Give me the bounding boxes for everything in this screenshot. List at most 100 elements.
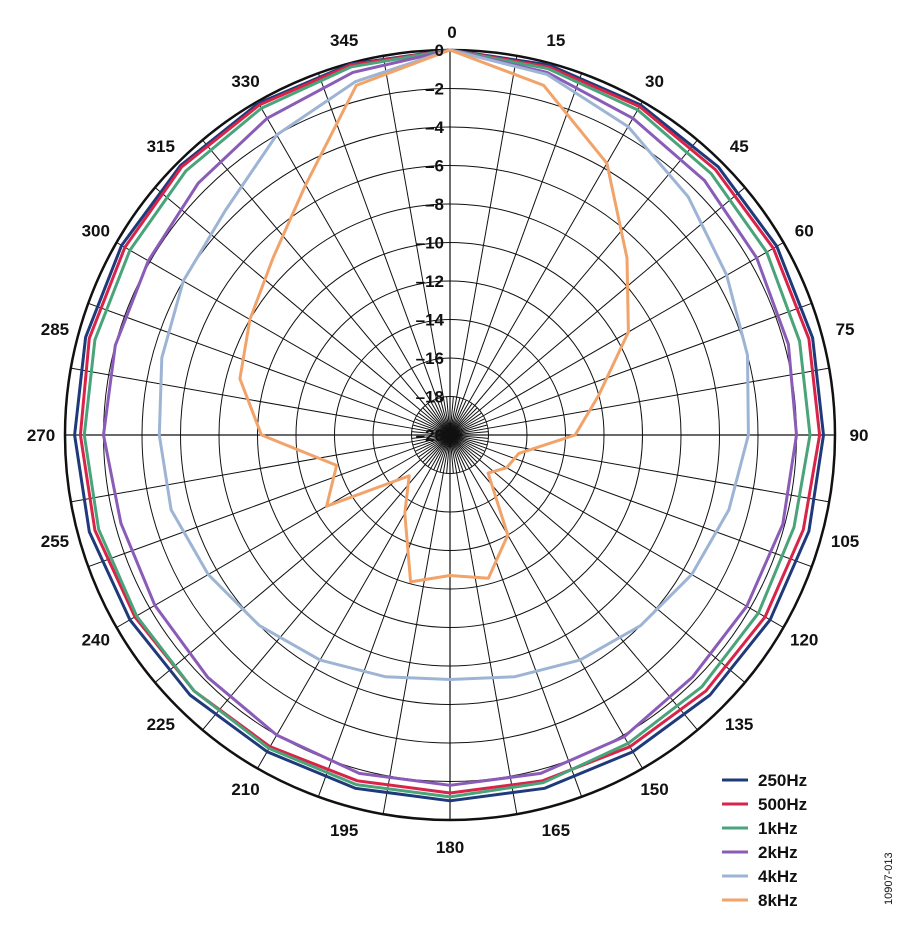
series-line-1khz	[82, 48, 812, 799]
grid-spoke-inner	[416, 415, 451, 436]
grid-spoke-inner	[422, 434, 451, 463]
grid-spoke-inner	[449, 398, 464, 436]
angle-tick-label: 90	[850, 426, 869, 445]
grid-spoke-inner	[430, 434, 451, 469]
angle-tick-label: 270	[27, 426, 55, 445]
grid-spoke-inner	[449, 427, 489, 436]
grid-spoke-inner	[414, 434, 451, 452]
legend: 250Hz 500Hz 1kHz 2kHz 4kHz 8kHz	[722, 771, 807, 910]
legend-entry-label: 4kHz	[758, 867, 798, 886]
angle-tick-label: 315	[147, 137, 175, 156]
angle-tick-label: 165	[542, 821, 570, 840]
series-line-2khz	[102, 48, 798, 787]
grid-spoke-inner	[412, 424, 451, 436]
legend-entry-label: 8kHz	[758, 891, 798, 910]
grid-spoke	[483, 453, 784, 628]
angle-tick-label: 45	[730, 137, 749, 156]
grid-spoke-inner	[449, 405, 476, 436]
angle-tick-label: 225	[147, 715, 175, 734]
angle-tick-label: 210	[231, 780, 259, 799]
grid-spoke-inner	[424, 405, 451, 436]
grid-spoke-inner	[433, 434, 451, 471]
grid-spoke	[462, 471, 583, 797]
angle-tick-label: 255	[41, 532, 69, 551]
radial-labels: 0 –2 –4 –6 –8 –10 –12 –14 –16 –18 –20	[416, 41, 445, 445]
angle-tick-label: 330	[231, 72, 259, 91]
angle-tick-label: 105	[831, 532, 859, 551]
legend-entry-label: 500Hz	[758, 795, 807, 814]
grid-spoke	[382, 472, 444, 815]
legend-entry-label: 250Hz	[758, 771, 807, 790]
series-line-8khz	[238, 48, 630, 584]
grid-spoke	[70, 367, 413, 429]
grid-spoke-inner	[449, 434, 489, 443]
grid-spoke-inner	[420, 409, 451, 436]
grid-spoke-inner	[418, 412, 451, 436]
grid-spoke-inner	[427, 434, 451, 467]
angle-tick-label: 285	[41, 320, 69, 339]
angle-tick-label: 15	[546, 31, 565, 50]
grid-spoke-inner	[449, 412, 482, 436]
grid-spoke	[456, 472, 518, 815]
grid-spoke	[317, 471, 438, 797]
grid-spoke-inner	[436, 434, 451, 472]
grid-spoke-inner	[449, 434, 470, 469]
grid-spoke-inner	[422, 407, 451, 436]
grid-spoke	[116, 453, 417, 628]
grid-spoke	[202, 139, 426, 406]
grid-spoke	[487, 367, 830, 429]
grid-spoke	[483, 242, 784, 417]
grid-spoke	[382, 55, 444, 398]
grid-spoke	[257, 468, 432, 769]
grid-spoke-inner	[442, 434, 451, 474]
grid-spoke-inner	[449, 407, 478, 436]
legend-entry-label: 2kHz	[758, 843, 798, 862]
grid-spoke-inner	[420, 434, 451, 461]
grid-spoke-inner	[439, 434, 451, 473]
angle-labels: 0 15 30 45 60 75 90 105 120 135 150 165 180 195 210 225…	[27, 23, 869, 857]
grid-spoke	[70, 441, 413, 503]
grid-spoke-inner	[427, 403, 451, 436]
radial-tick-label: 0	[435, 41, 444, 60]
grid-spoke-inner	[449, 418, 486, 436]
grid-spoke-inner	[418, 434, 451, 458]
grid-spoke-inner	[449, 434, 486, 452]
angle-tick-label: 120	[790, 631, 818, 650]
grid-spoke	[479, 187, 746, 411]
angle-tick-label: 195	[330, 821, 358, 840]
grid-spoke-inner	[449, 424, 488, 436]
angle-tick-label: 30	[645, 72, 664, 91]
grid-spoke	[486, 302, 812, 423]
radial-tick-label: –4	[425, 118, 444, 137]
series-line-250hz	[73, 48, 825, 803]
grid-spoke	[456, 55, 518, 398]
radial-tick-label: –10	[416, 234, 444, 253]
grid-spoke-inner	[449, 434, 464, 472]
grid-spoke-inner	[449, 434, 478, 463]
angle-tick-label: 135	[725, 715, 753, 734]
legend-entry-label: 1kHz	[758, 819, 798, 838]
grid-spoke-inner	[449, 421, 487, 436]
grid-spoke	[88, 447, 414, 568]
grid-spoke-inner	[449, 434, 461, 473]
radial-tick-label: –12	[416, 272, 444, 291]
grid-spoke-inner	[449, 401, 470, 436]
grid-spoke-inner	[413, 421, 451, 436]
grid-spoke	[479, 459, 746, 683]
grid-spoke-inner	[439, 397, 451, 436]
grid-spoke-inner	[449, 409, 480, 436]
series-lines	[73, 48, 825, 803]
grid-spoke	[487, 441, 830, 503]
grid-spoke-inner	[449, 403, 473, 436]
grid-spoke	[474, 464, 698, 731]
grid-spoke-inner	[412, 434, 451, 446]
angle-tick-label: 240	[82, 631, 110, 650]
grid-spoke-inner	[442, 396, 451, 436]
grid-spoke	[474, 139, 698, 406]
radial-tick-label: –8	[425, 195, 444, 214]
grid-spoke-inner	[449, 434, 480, 461]
grid-spoke	[154, 459, 421, 683]
grid-spoke-inner	[436, 398, 451, 436]
angle-tick-label: 0	[447, 23, 456, 42]
